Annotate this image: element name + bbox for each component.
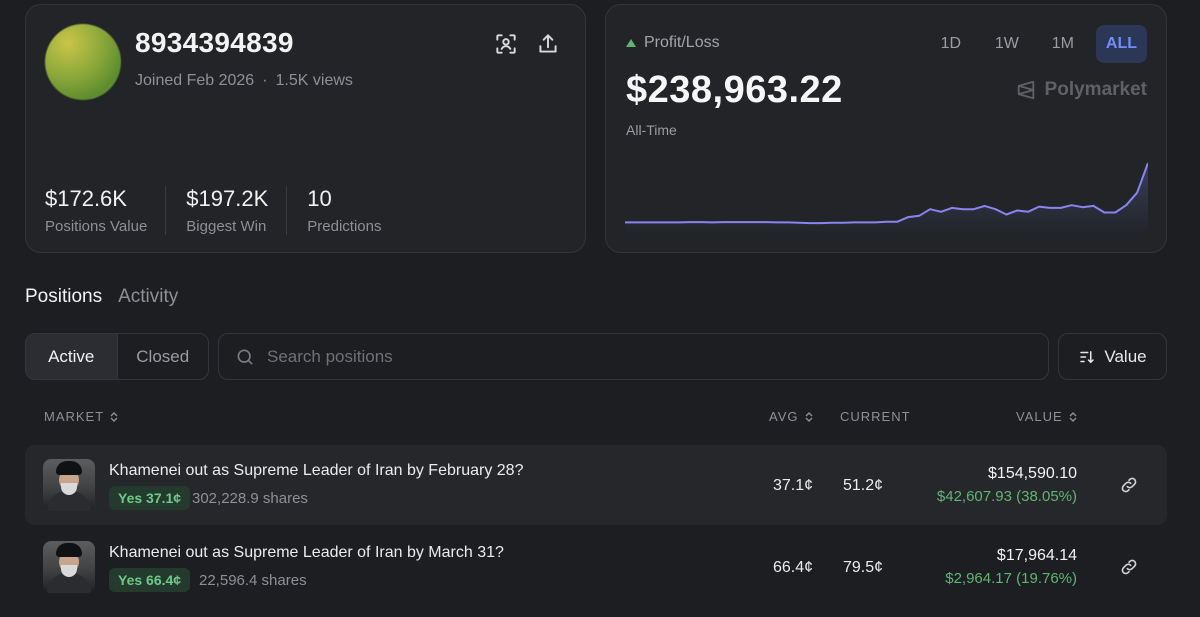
- polymarket-logo: Polymarket: [1015, 79, 1147, 101]
- status-segmented-control: Active Closed: [25, 333, 209, 380]
- segment-closed[interactable]: Closed: [116, 334, 209, 379]
- current-price: 79.5¢: [843, 559, 884, 576]
- avg-price: 37.1¢: [773, 477, 814, 494]
- stat-positions-value: $172.6K Positions Value: [45, 186, 167, 235]
- pnl-card: Profit/Loss $238,963.22 All-Time 1D 1W 1…: [605, 4, 1167, 253]
- sort-toggle-icon: [110, 411, 118, 422]
- pnl-label: Profit/Loss: [626, 34, 720, 52]
- stat-value: $197.2K: [186, 186, 269, 211]
- search-box: [218, 333, 1049, 380]
- link-icon[interactable]: [1119, 557, 1139, 577]
- header-market[interactable]: MARKET: [44, 409, 120, 424]
- brand-name: Polymarket: [1044, 79, 1147, 100]
- sort-label: Value: [1104, 346, 1147, 366]
- link-icon[interactable]: [1119, 475, 1139, 495]
- position-value: $17,964.14: [996, 547, 1077, 564]
- share-count: 302,228.9 shares: [192, 490, 308, 507]
- pnl-period: All-Time: [626, 122, 677, 138]
- pnl-line: [625, 162, 1148, 225]
- sort-button[interactable]: Value: [1058, 333, 1167, 380]
- outcome-badge: Yes 37.1¢: [109, 486, 191, 510]
- section-tabs: Positions Activity: [25, 286, 178, 308]
- range-1m[interactable]: 1M: [1051, 35, 1074, 52]
- market-title[interactable]: Khamenei out as Supreme Leader of Iran b…: [109, 462, 524, 479]
- range-all[interactable]: ALL: [1095, 25, 1147, 63]
- search-input[interactable]: [267, 346, 1027, 367]
- header-market-label: MARKET: [44, 409, 105, 424]
- header-value-label: VALUE: [1016, 409, 1063, 424]
- stat-value: $172.6K: [45, 186, 127, 211]
- header-value[interactable]: VALUE: [1016, 409, 1079, 424]
- pnl-line-chart: [625, 162, 1148, 235]
- range-1w[interactable]: 1W: [994, 35, 1019, 52]
- stat-label: Predictions: [307, 218, 382, 235]
- header-current: CURRENT: [840, 409, 911, 424]
- joined-date: Joined Feb 2026: [135, 72, 255, 89]
- position-value: $154,590.10: [988, 465, 1077, 482]
- position-gain: $42,607.93 (38.05%): [936, 488, 1077, 505]
- tab-activity[interactable]: Activity: [118, 286, 179, 307]
- share-count: 22,596.4 shares: [199, 572, 307, 589]
- share-icon[interactable]: [535, 31, 561, 57]
- profile-stats: $172.6K Positions Value $197.2K Biggest …: [45, 186, 419, 235]
- table-row[interactable]: Khamenei out as Supreme Leader of Iran b…: [25, 527, 1167, 607]
- profile-card: 8934394839 Joined Feb 2026 · 1.5K views $1…: [25, 4, 586, 253]
- stat-biggest-win: $197.2K Biggest Win: [186, 186, 288, 235]
- sort-toggle-icon: [805, 411, 812, 422]
- current-price: 51.2¢: [843, 477, 884, 494]
- tab-positions[interactable]: Positions: [25, 286, 103, 307]
- polymarket-icon: [1017, 80, 1034, 100]
- segment-active[interactable]: Active: [26, 334, 117, 379]
- market-thumbnail: [43, 541, 95, 593]
- market-title[interactable]: Khamenei out as Supreme Leader of Iran b…: [109, 544, 504, 561]
- sort-toggle-icon: [1069, 411, 1077, 422]
- range-1d[interactable]: 1D: [940, 35, 962, 52]
- pnl-value: $238,963.22: [626, 69, 843, 111]
- position-gain: $2,964.17 (19.76%): [945, 570, 1077, 587]
- pnl-area: [625, 163, 1148, 235]
- profile-meta: Joined Feb 2026 · 1.5K views: [135, 72, 353, 90]
- table-row[interactable]: Khamenei out as Supreme Leader of Iran b…: [25, 445, 1167, 525]
- username: 8934394839: [135, 27, 294, 58]
- stat-value: 10: [307, 186, 332, 211]
- stat-predictions: 10 Predictions: [307, 186, 399, 235]
- view-count: 1.5K views: [275, 72, 353, 89]
- range-selector: 1D 1W 1M ALL: [928, 25, 1147, 63]
- up-triangle-icon: [626, 39, 636, 47]
- avg-price: 66.4¢: [773, 559, 814, 576]
- outcome-badge: Yes 66.4¢: [109, 568, 191, 592]
- market-thumbnail: [43, 459, 95, 511]
- pnl-label-text: Profit/Loss: [644, 34, 720, 51]
- header-avg-label: AVG: [769, 409, 799, 424]
- stat-label: Positions Value: [45, 218, 148, 235]
- header-current-label: CURRENT: [840, 409, 911, 424]
- avatar[interactable]: [45, 24, 121, 100]
- sort-icon: [1080, 350, 1095, 363]
- scan-icon[interactable]: [493, 31, 519, 57]
- search-icon: [237, 349, 253, 364]
- meta-separator: ·: [262, 72, 268, 89]
- stat-label: Biggest Win: [186, 218, 267, 235]
- header-avg[interactable]: AVG: [769, 409, 815, 424]
